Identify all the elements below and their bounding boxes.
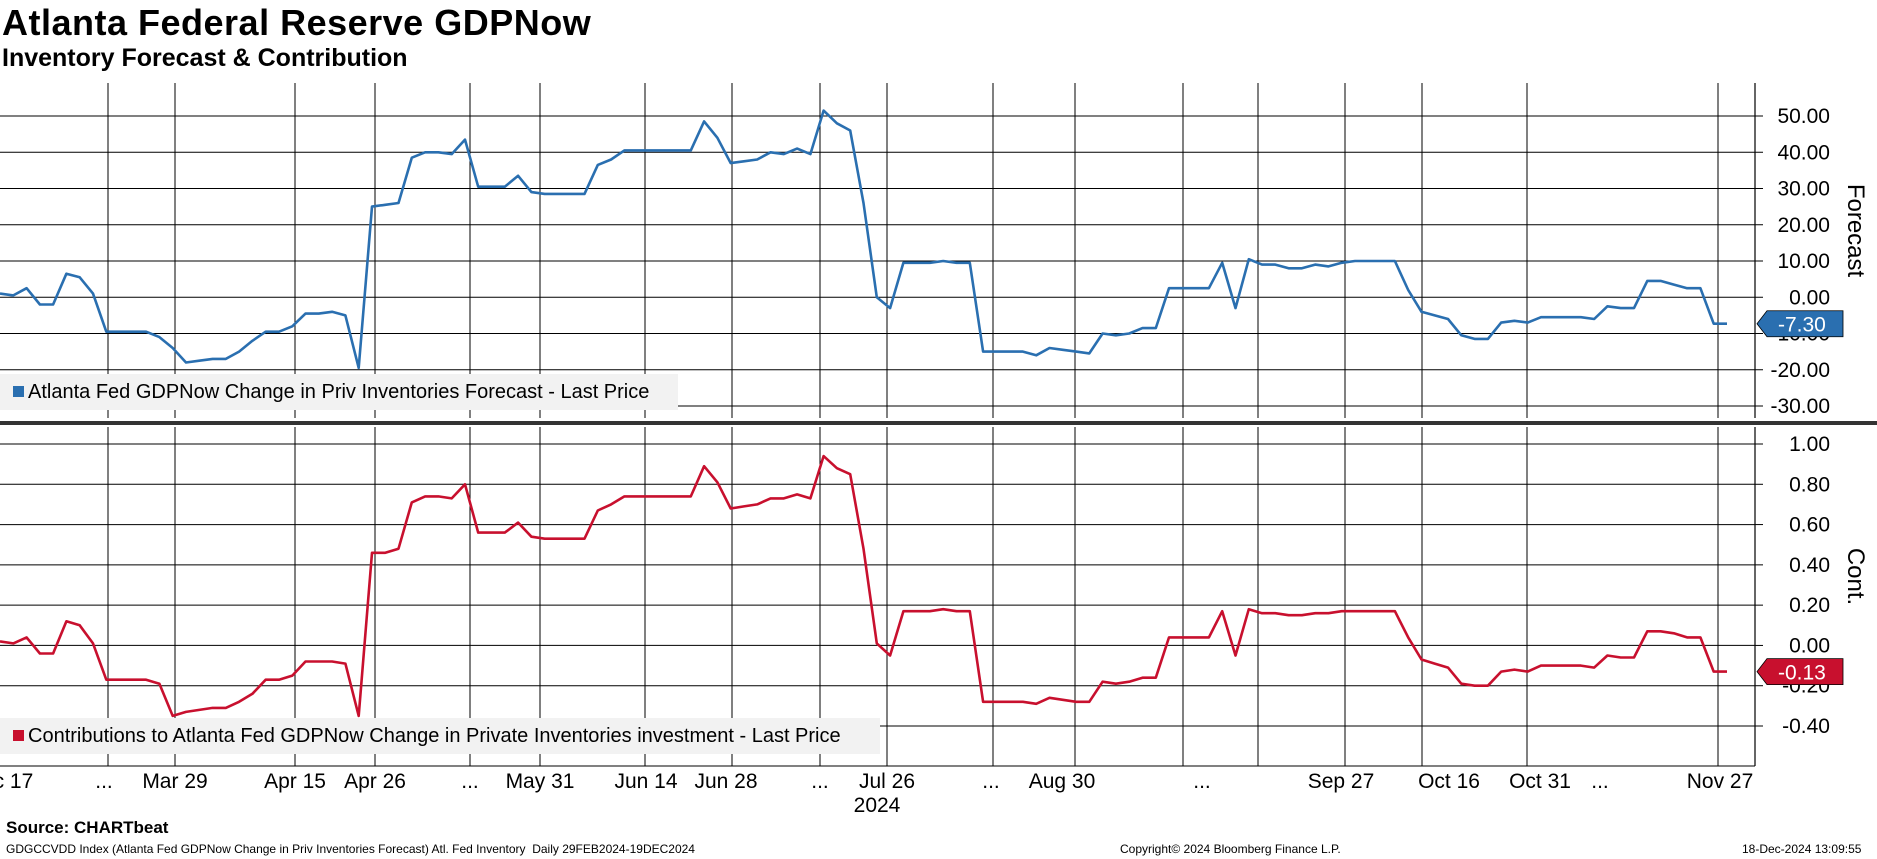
last-value-label: -7.30 [1778,314,1826,337]
x-tick-label: Oct 31 [1509,770,1571,793]
y-tick-label: 10.00 [1777,250,1830,273]
y-tick-label: 50.00 [1777,105,1830,128]
legend-box [0,374,678,410]
x-tick-label: Nov 27 [1687,770,1754,793]
x-tick-label: Jun 28 [694,770,757,793]
source-note: Source: CHARTbeat [6,818,169,837]
y-tick-label: 0.20 [1789,594,1830,617]
panel-separator [0,421,1877,425]
legend-box [0,718,880,754]
x-tick-label: Mar 29 [142,770,207,793]
y-tick-label: 0.60 [1789,514,1830,537]
last-value-badge [1756,310,1844,338]
last-value-badge [1756,658,1844,686]
chart-title: Atlanta Federal Reserve GDPNow [2,2,592,43]
x-tick-label: Aug 30 [1029,770,1096,793]
series-line-contribution [0,454,1727,718]
x-tick-label: ... [461,770,479,793]
x-tick-label: May 31 [506,770,575,793]
y-tick-label: 40.00 [1777,141,1830,164]
y-tick-label: -30.00 [1770,395,1830,418]
x-tick-label: ... [811,770,829,793]
y-tick-label: -0.40 [1782,715,1830,738]
y-tick-label: 0.00 [1789,286,1830,309]
footer-copyright: Copyright© 2024 Bloomberg Finance L.P. [1120,842,1341,856]
x-tick-label: Jul 26 [859,770,915,793]
x-tick-label: Sep 27 [1308,770,1375,793]
legend-swatch [13,730,24,741]
x-tick-label: Apr 15 [264,770,326,793]
y-tick-label: 0.40 [1789,554,1830,577]
y-tick-label: 0.00 [1789,634,1830,657]
legend-label: Atlanta Fed GDPNow Change in Priv Invent… [28,381,649,403]
x-tick-label: Apr 26 [344,770,406,793]
footer-index-description: GDGCCVDD Index (Atlanta Fed GDPNow Chang… [6,842,695,856]
chart-subtitle: Inventory Forecast & Contribution [2,44,408,72]
x-year-label: 2024 [854,794,901,817]
footer-timestamp: 18-Dec-2024 13:09:55 [1742,842,1862,856]
y-axis-title: Cont. [1842,548,1869,605]
y-tick-label: -20.00 [1770,359,1830,382]
x-tick-label: Jun 14 [614,770,677,793]
series-line-forecast [0,109,1727,370]
y-tick-label: 30.00 [1777,178,1830,201]
y-tick-label: 1.00 [1789,433,1830,456]
y-tick-label: 20.00 [1777,214,1830,237]
x-tick-label: ... [1193,770,1211,793]
y-axis-title: Forecast [1842,184,1869,278]
x-tick-label: ... [95,770,113,793]
y-tick-label: 0.80 [1789,473,1830,496]
x-tick-label: Dec 17 [0,770,33,793]
legend-swatch [13,386,24,397]
x-tick-label: ... [982,770,1000,793]
x-tick-label: Oct 16 [1418,770,1480,793]
last-value-label: -0.13 [1778,662,1826,685]
legend-label: Contributions to Atlanta Fed GDPNow Chan… [28,725,841,747]
x-tick-label: ... [1591,770,1609,793]
